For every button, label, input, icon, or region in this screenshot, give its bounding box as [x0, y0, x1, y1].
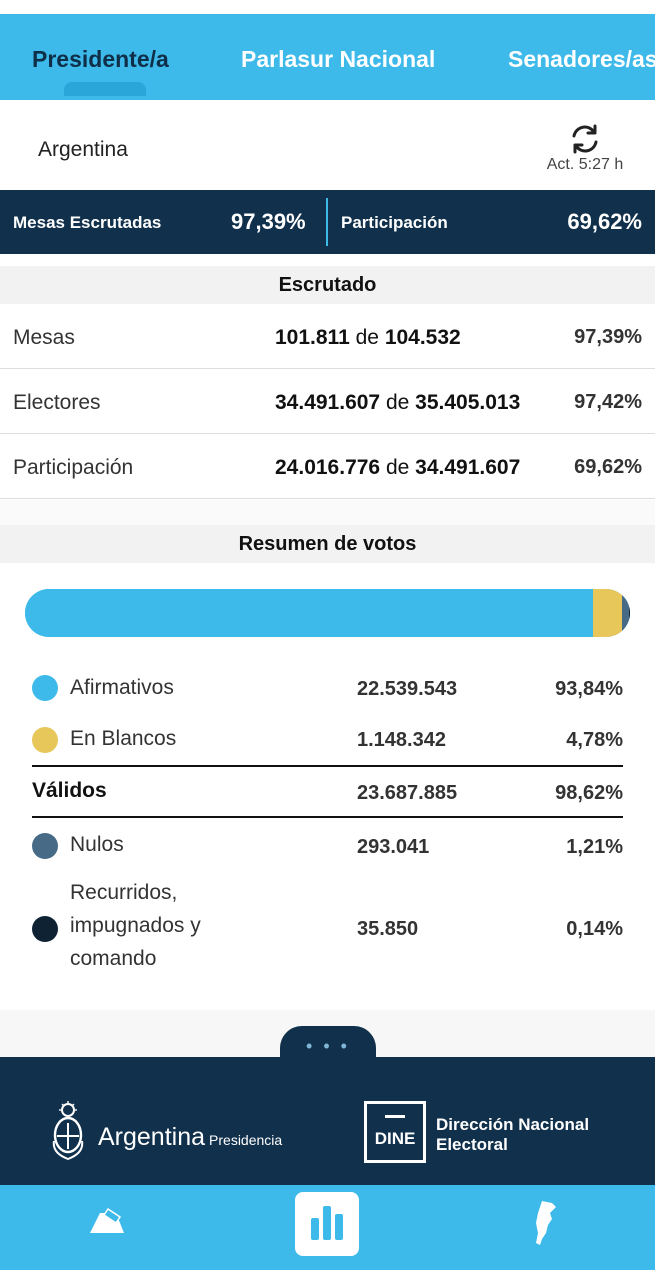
bar-segment-recurridos	[629, 589, 630, 637]
vote-percent: 4,78%	[566, 729, 623, 751]
participacion-value: 69,62%	[567, 209, 642, 234]
escrutado-row-participacion: Participación 24.016.776 de 34.491.607 6…	[0, 434, 655, 499]
active-tab-indicator	[64, 82, 146, 96]
refresh-button[interactable]: Act. 5:27 h	[540, 122, 630, 174]
vote-count: 293.041	[357, 836, 430, 858]
vote-percent: 93,84%	[555, 678, 623, 700]
vote-row-afirmativos: Afirmativos 22.539.543 93,84%	[0, 670, 655, 706]
row-label: Participación	[13, 456, 134, 479]
argentina-coat-of-arms-icon	[52, 1101, 84, 1161]
vote-percent: 98,62%	[555, 782, 623, 804]
stats-divider	[326, 198, 328, 246]
ballot-icon	[90, 1207, 124, 1233]
status-area	[0, 0, 655, 14]
footer: Argentina Presidencia DINE Dirección Naci…	[0, 1057, 655, 1185]
vote-count: 23.687.885	[357, 782, 458, 804]
argentina-presidencia-logo: Argentina Presidencia	[98, 1123, 283, 1151]
row-percent: 69,62%	[574, 456, 642, 478]
bottom-navigation	[0, 1185, 655, 1270]
argentina-map-icon	[536, 1201, 556, 1245]
vote-count: 1.148.342	[357, 729, 446, 751]
nulos-dot-icon	[32, 833, 58, 859]
spacer	[0, 254, 655, 266]
vote-row-recurridos: Recurridos, impugnados y comando 35.850 …	[0, 876, 655, 976]
nav-results-button[interactable]	[295, 1192, 359, 1256]
nav-ballot-button[interactable]	[86, 1207, 130, 1243]
resumen-title: Resumen de votos	[0, 525, 655, 563]
vote-label: En Blancos	[70, 727, 177, 750]
vote-percent: 1,21%	[566, 836, 623, 858]
vote-label: Válidos	[32, 779, 107, 802]
vote-row-nulos: Nulos 293.041 1,21%	[0, 828, 655, 864]
row-label: Electores	[13, 391, 101, 414]
election-tabs: Presidente/a Parlasur Nacional Senadores…	[0, 14, 655, 100]
more-options-button[interactable]: • • •	[280, 1026, 376, 1060]
vote-label: Recurridos, impugnados y comando	[70, 881, 201, 970]
vote-count: 35.850	[357, 918, 419, 940]
tab-presidente[interactable]: Presidente/a	[32, 46, 169, 72]
divider-line	[32, 765, 623, 767]
vote-share-bar	[25, 589, 630, 637]
dne-name: Dirección Nacional Electoral	[436, 1115, 590, 1154]
vote-row-validos: Válidos 23.687.885 98,62%	[0, 776, 655, 810]
vote-label: Afirmativos	[70, 676, 174, 699]
row-figures: 24.016.776 de 34.491.607	[275, 456, 521, 479]
refresh-icon	[572, 124, 598, 154]
region-header: Argentina Act. 5:27 h	[0, 100, 655, 190]
bar-segment-afirmativos	[25, 589, 593, 637]
nav-map-button[interactable]	[530, 1199, 560, 1249]
vote-count: 22.539.543	[357, 678, 458, 700]
bar-segment-nulos	[622, 589, 629, 637]
mesas-escrutadas-label: Mesas Escrutadas	[13, 213, 162, 232]
row-percent: 97,39%	[574, 326, 642, 348]
escrutado-title: Escrutado	[0, 266, 655, 304]
row-percent: 97,42%	[574, 391, 642, 413]
vote-row-en-blancos: En Blancos 1.148.342 4,78%	[0, 722, 655, 758]
dine-logo: DINE	[364, 1101, 426, 1163]
escrutado-row-electores: Electores 34.491.607 de 35.405.013 97,42…	[0, 369, 655, 434]
spacer	[0, 500, 655, 525]
divider-line	[32, 816, 623, 818]
vote-percent: 0,14%	[566, 918, 623, 940]
system-nav-area	[0, 1270, 655, 1280]
row-figures: 34.491.607 de 35.405.013	[275, 391, 521, 414]
mesas-escrutadas-value: 97,39%	[231, 209, 306, 234]
vote-label: Nulos	[70, 833, 124, 856]
escrutado-row-mesas: Mesas 101.811 de 104.532 97,39%	[0, 304, 655, 369]
tab-parlasur-nacional[interactable]: Parlasur Nacional	[241, 46, 436, 72]
recurridos-dot-icon	[32, 916, 58, 942]
last-update-time: Act. 5:27 h	[546, 156, 624, 173]
bar-segment-en-blancos	[593, 589, 622, 637]
participacion-label: Participación	[341, 213, 448, 232]
row-label: Mesas	[13, 326, 75, 349]
afirmativos-dot-icon	[32, 675, 58, 701]
en-blancos-dot-icon	[32, 727, 58, 753]
row-figures: 101.811 de 104.532	[275, 326, 461, 349]
tab-senadores[interactable]: Senadores/as	[508, 46, 655, 72]
region-name: Argentina	[38, 138, 128, 161]
stats-bar: Mesas Escrutadas 97,39% Participación 69…	[0, 190, 655, 254]
bar-chart-icon	[311, 1206, 343, 1240]
